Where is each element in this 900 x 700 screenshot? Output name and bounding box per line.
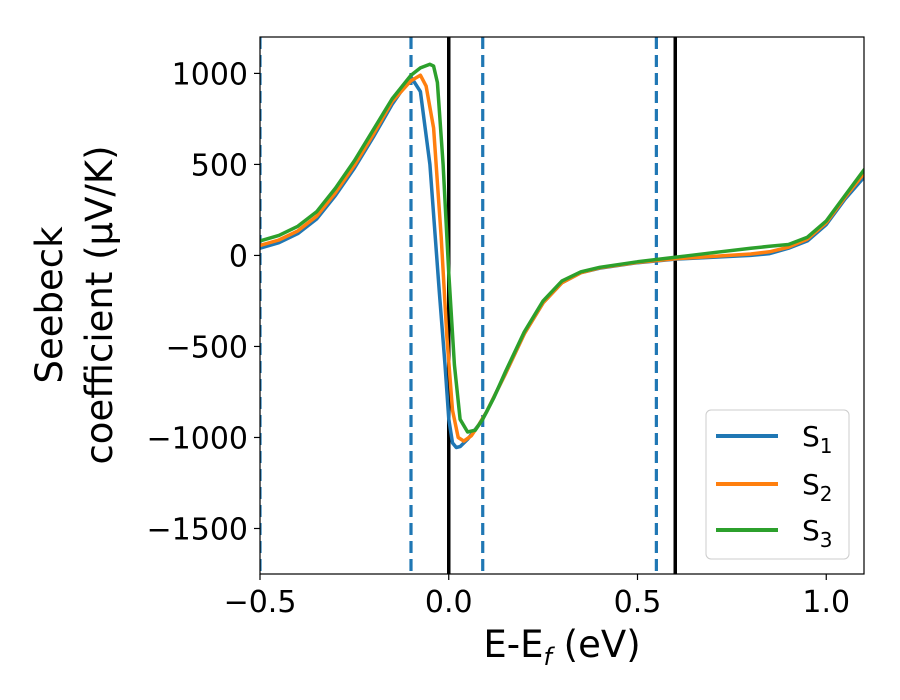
legend-label-s3: S3 xyxy=(802,514,833,552)
x-tick-label-2: 0.5 xyxy=(614,585,662,620)
series-line-2 xyxy=(260,73,864,443)
x-axis-label: E-Ef (eV) xyxy=(483,623,640,671)
y-tick-label-3: 0 xyxy=(229,239,248,274)
series-lines xyxy=(260,62,864,450)
y-tick-label-0: −1500 xyxy=(147,512,248,547)
y-tick-label-4: 500 xyxy=(191,148,248,183)
y-tick-label-5: 1000 xyxy=(172,57,248,92)
x-tick-label-0: −0.5 xyxy=(224,585,297,620)
legend-label-s1: S1 xyxy=(802,420,833,458)
y-tick-label-2: −500 xyxy=(166,330,248,365)
legend: S1 S2 S3 xyxy=(705,409,850,560)
y-axis-label-line2: coefficient (μV/K) xyxy=(78,145,121,464)
legend-label-s2: S2 xyxy=(802,468,833,506)
series-line-1 xyxy=(260,75,864,450)
series-line-3 xyxy=(260,62,864,434)
reference-lines xyxy=(260,37,677,574)
x-tick-label-1: 0.0 xyxy=(425,585,473,620)
x-tick-label-3: 1.0 xyxy=(802,585,850,620)
axis-ticks: −0.5 0.0 0.5 1.0 −1500 −1000 −500 0 500 1000 xyxy=(147,57,851,620)
y-axis-label-line1: Seebeck xyxy=(28,226,71,384)
y-tick-label-1: −1000 xyxy=(147,421,248,456)
plot-frame xyxy=(259,36,865,575)
